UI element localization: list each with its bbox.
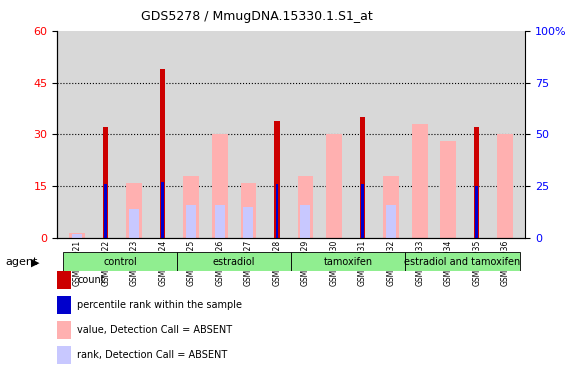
Text: percentile rank within the sample: percentile rank within the sample	[77, 300, 242, 310]
Text: agent: agent	[6, 257, 38, 267]
Bar	[243, 207, 254, 238]
Bar	[300, 205, 311, 238]
Bar	[212, 134, 228, 238]
Bar	[129, 209, 139, 238]
Bar	[474, 127, 480, 238]
Bar	[274, 121, 280, 238]
Bar	[412, 124, 428, 238]
Text: count: count	[77, 275, 104, 285]
Bar	[177, 252, 291, 271]
Bar	[104, 184, 107, 238]
Bar	[291, 252, 405, 271]
Bar	[497, 134, 513, 238]
Bar	[160, 69, 166, 238]
Bar	[361, 184, 364, 238]
Bar	[240, 183, 256, 238]
Bar	[103, 127, 108, 238]
Bar	[69, 233, 85, 238]
Bar	[440, 141, 456, 238]
Bar	[186, 205, 196, 238]
Bar	[183, 176, 199, 238]
Bar	[475, 186, 478, 238]
Bar	[275, 184, 278, 238]
Bar	[162, 182, 164, 238]
Text: tamoxifen: tamoxifen	[324, 257, 373, 266]
Text: estradiol and tamoxifen: estradiol and tamoxifen	[404, 257, 521, 266]
Text: control: control	[103, 257, 137, 266]
Bar	[215, 205, 225, 238]
Text: ▶: ▶	[31, 257, 40, 267]
Bar	[297, 176, 313, 238]
Bar	[72, 234, 82, 238]
Bar	[326, 134, 342, 238]
Bar	[405, 252, 520, 271]
Text: GDS5278 / MmugDNA.15330.1.S1_at: GDS5278 / MmugDNA.15330.1.S1_at	[141, 10, 373, 23]
Bar	[360, 117, 365, 238]
Text: rank, Detection Call = ABSENT: rank, Detection Call = ABSENT	[77, 350, 227, 360]
Text: estradiol: estradiol	[213, 257, 255, 266]
Bar	[126, 183, 142, 238]
Bar	[383, 176, 399, 238]
Text: value, Detection Call = ABSENT: value, Detection Call = ABSENT	[77, 325, 232, 335]
Bar	[63, 252, 177, 271]
Bar	[386, 205, 396, 238]
